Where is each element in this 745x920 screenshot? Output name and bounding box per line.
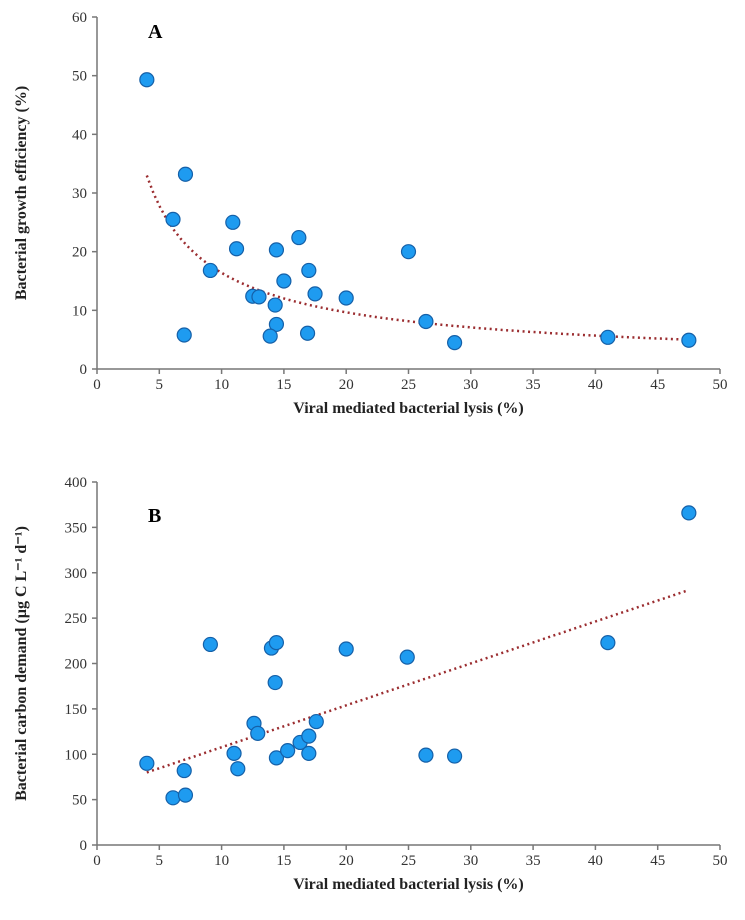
x-tick-label: 15	[276, 377, 291, 393]
data-point	[202, 636, 218, 653]
data-point	[165, 211, 181, 227]
x-tick-label: 15	[276, 853, 291, 869]
data-point	[139, 72, 155, 88]
y-tick-label: 0	[80, 362, 88, 378]
data-point	[267, 297, 283, 313]
x-tick-label: 0	[93, 377, 101, 393]
x-tick-label: 45	[650, 377, 665, 393]
data-point	[400, 244, 417, 260]
x-axis-label: Viral mediated bacterial lysis (%)	[293, 876, 523, 893]
y-tick-label: 60	[72, 10, 87, 26]
x-tick-label: 30	[463, 377, 478, 393]
x-tick-label: 35	[526, 377, 541, 393]
data-point	[307, 286, 323, 302]
data-point	[177, 166, 194, 182]
data-point	[267, 674, 283, 691]
x-tick-label: 50	[713, 377, 728, 393]
y-tick-label: 350	[65, 520, 88, 536]
data-point	[299, 325, 316, 341]
data-point	[176, 762, 192, 779]
x-tick-label: 10	[214, 377, 229, 393]
y-tick-label: 50	[72, 793, 87, 809]
x-tick-label: 50	[713, 853, 728, 869]
data-point	[139, 755, 155, 771]
data-point	[276, 273, 292, 289]
data-point	[177, 787, 194, 803]
y-tick-label: 400	[65, 475, 88, 491]
trendline	[146, 588, 690, 774]
y-tick-label: 10	[72, 303, 87, 319]
x-tick-label: 25	[401, 853, 416, 869]
data-point	[262, 328, 278, 344]
data-point	[600, 329, 616, 345]
data-point	[268, 635, 285, 651]
y-tick-label: 200	[65, 657, 88, 673]
y-axis-label: Bacterial carbon demand (µg C L⁻¹ d⁻¹)	[13, 526, 30, 801]
x-tick-label: 25	[401, 377, 416, 393]
chart-panel-A: 0 5 10 15 20 25 30 35 40 45 50 0 10 20 30 40 50 60 Viral m…	[13, 10, 728, 417]
data-point	[268, 316, 285, 333]
x-tick-label: 10	[214, 853, 229, 869]
data-point	[681, 505, 697, 521]
y-axis-label: Bacterial growth efficiency (%)	[13, 86, 30, 300]
data-point	[338, 641, 354, 657]
data-point	[280, 743, 296, 759]
data-point	[447, 335, 463, 351]
chart-panel-B: 0 5 10 15 20 25 30 35 40 45 50 0 50 100 150 200 250 300 35…	[13, 475, 728, 893]
data-point	[399, 649, 415, 665]
data-point	[308, 713, 324, 730]
x-tick-label: 5	[156, 853, 164, 869]
y-tick-label: 250	[65, 611, 88, 627]
data-point	[165, 790, 181, 806]
x-axis-label: Viral mediated bacterial lysis (%)	[293, 400, 523, 417]
y-tick-label: 100	[65, 747, 88, 763]
data-point	[338, 290, 354, 306]
data-point	[418, 313, 434, 330]
x-tick-label: 20	[339, 377, 354, 393]
data-point	[228, 241, 245, 257]
data-point	[176, 327, 192, 343]
data-point	[202, 262, 218, 279]
x-tick-label: 40	[588, 377, 603, 393]
x-tick-label: 35	[526, 853, 541, 869]
x-tick-label: 20	[339, 853, 354, 869]
y-tick-label: 150	[65, 702, 88, 718]
y-tick-label: 20	[72, 245, 87, 261]
data-point	[447, 748, 463, 764]
data-point	[418, 747, 434, 763]
x-tick-label: 45	[650, 853, 665, 869]
x-tick-label: 0	[93, 853, 101, 869]
panel-label: A	[148, 21, 163, 43]
data-point	[226, 745, 242, 761]
y-tick-label: 0	[80, 838, 88, 854]
data-point	[291, 229, 307, 246]
x-tick-label: 5	[156, 377, 164, 393]
data-point	[681, 332, 697, 348]
y-tick-label: 300	[65, 566, 88, 582]
data-point	[251, 289, 267, 305]
x-tick-label: 40	[588, 853, 603, 869]
x-tick-label: 30	[463, 853, 478, 869]
y-tick-label: 50	[72, 69, 87, 85]
data-point	[230, 761, 246, 777]
data-point	[301, 745, 317, 761]
y-tick-label: 40	[72, 127, 87, 143]
data-point	[301, 728, 317, 744]
panel-label: B	[148, 505, 161, 527]
data-point	[600, 635, 616, 651]
data-point	[301, 262, 317, 279]
data-point	[268, 750, 285, 766]
data-point	[250, 725, 266, 741]
data-point	[225, 214, 241, 230]
data-point	[268, 242, 285, 258]
y-tick-label: 30	[72, 186, 87, 202]
trendline	[145, 175, 689, 341]
